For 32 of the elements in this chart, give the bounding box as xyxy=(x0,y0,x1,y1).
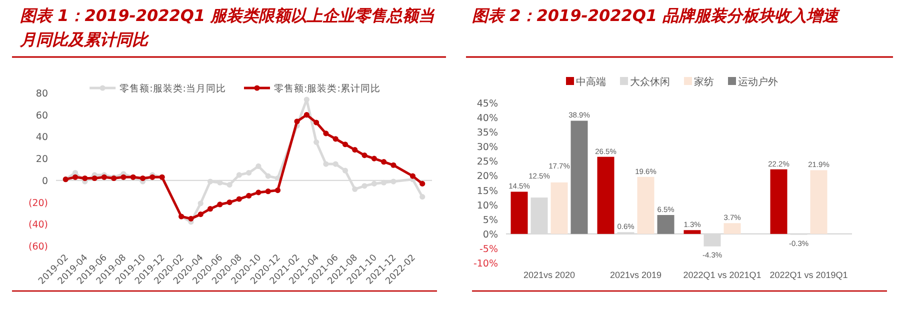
y-tick-label: 45% xyxy=(476,98,498,110)
y-tick-label: 25% xyxy=(476,156,498,168)
y-tick-label: 40 xyxy=(36,132,48,144)
y-tick-label: 60 xyxy=(36,110,48,122)
y-tick-label: 80 xyxy=(36,88,48,100)
y-tick-label: 20 xyxy=(36,154,48,166)
y-tick-label: 10% xyxy=(476,200,498,212)
y-tick-label: 0% xyxy=(482,229,498,240)
y-tick-label: 0 xyxy=(42,176,48,187)
chart-title: 图表 1：2019-2022Q1 服装类限额以上企业零售总额当月同比及累计同比 xyxy=(20,5,436,51)
legend-label: 运动户外 xyxy=(738,76,778,88)
y-tick-label: (60) xyxy=(28,242,48,252)
y-tick-label: 5% xyxy=(482,214,498,226)
y-tick-label: 40% xyxy=(476,113,498,124)
y-tick-label: 35% xyxy=(476,128,498,139)
x-tick-label: 2022Q1 vs 2019Q1 xyxy=(770,270,848,280)
x-tick-label: 2022Q1 vs 2021Q1 xyxy=(683,270,762,280)
x-tick-label: 2021vs 2019 xyxy=(610,270,662,280)
legend-label: 家纺 xyxy=(694,76,714,88)
y-tick-label: 20% xyxy=(476,171,498,182)
y-tick-label: -10% xyxy=(473,258,498,270)
y-tick-label: 15% xyxy=(476,186,498,197)
legend-label: 零售额:服装类:累计同比 xyxy=(274,82,380,94)
y-tick-label: 30% xyxy=(476,142,498,154)
x-tick-label: 2021vs 2020 xyxy=(523,270,576,280)
y-tick-label: (20) xyxy=(28,198,48,209)
legend-label: 零售额:服装类:当月同比 xyxy=(120,82,226,94)
y-tick-label: (40) xyxy=(28,220,48,231)
chart-title: 图表 2：2019-2022Q1 品牌服装分板块收入增速 xyxy=(472,5,841,27)
y-tick-label: -5% xyxy=(480,244,498,255)
legend-label: 中高端 xyxy=(576,76,606,88)
legend-label: 大众休闲 xyxy=(630,76,670,88)
